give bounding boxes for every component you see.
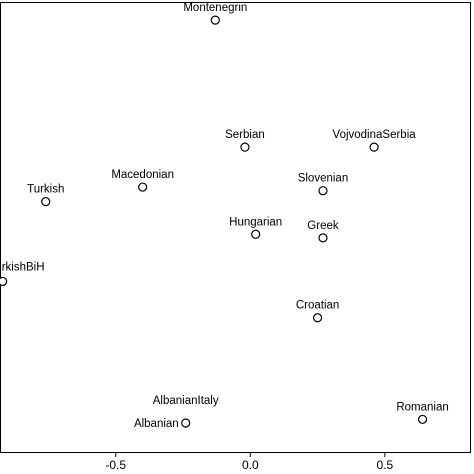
point-label: Slovenian bbox=[298, 173, 349, 185]
plot-border bbox=[0, 2, 471, 453]
data-point bbox=[210, 15, 220, 25]
point-label: AlbanianItaly bbox=[153, 395, 219, 407]
point-label: Macedonian bbox=[111, 169, 174, 181]
data-point bbox=[240, 142, 250, 152]
plot-frame bbox=[0, 2, 471, 453]
point-label: Turkish bbox=[27, 184, 64, 196]
point-label: Romanian bbox=[396, 401, 448, 413]
point-label: VojvodinaSerbia bbox=[333, 129, 417, 141]
data-point bbox=[0, 276, 8, 287]
x-tick-label: 0.0 bbox=[242, 458, 259, 472]
data-point bbox=[41, 196, 51, 207]
data-point bbox=[181, 418, 191, 428]
data-point bbox=[138, 182, 148, 192]
point-label: TurkishBiH bbox=[0, 261, 45, 273]
point-label: Albanian bbox=[134, 418, 179, 430]
x-tick-label: 0.5 bbox=[377, 458, 394, 472]
data-point bbox=[312, 313, 323, 323]
data-point bbox=[318, 233, 328, 243]
point-label: Greek bbox=[307, 220, 339, 232]
data-point bbox=[251, 229, 261, 239]
point-label: Hungarian bbox=[229, 216, 282, 228]
data-points bbox=[0, 15, 428, 428]
data-point bbox=[369, 142, 379, 152]
point-label: Montenegrin bbox=[183, 2, 247, 14]
point-label: Serbian bbox=[225, 129, 265, 141]
x-tick-label: -0.5 bbox=[105, 458, 126, 472]
data-labels: Montenegrin Serbian VojvodinaSerbia Macedon… bbox=[0, 2, 449, 430]
data-point bbox=[318, 186, 328, 196]
point-label: Croatian bbox=[296, 300, 339, 312]
data-point bbox=[417, 414, 428, 424]
x-axis-ticks: -0.5 0.0 0.5 bbox=[105, 452, 394, 472]
